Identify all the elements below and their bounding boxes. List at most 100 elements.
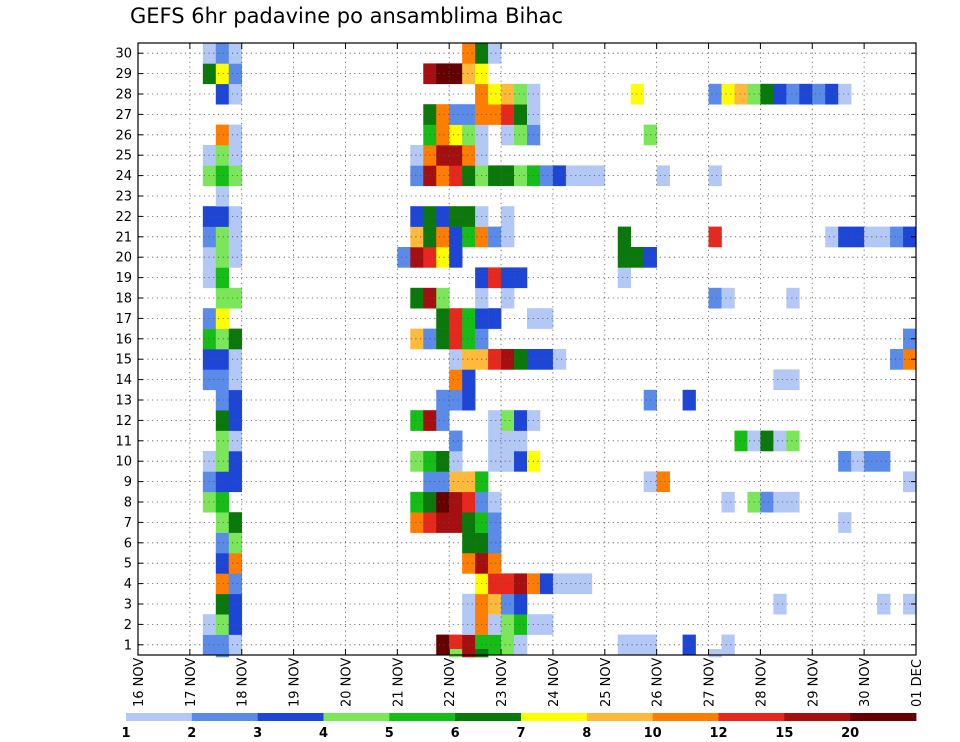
heatmap-cell (825, 226, 839, 248)
heatmap-cell (838, 512, 852, 533)
heatmap-cell (501, 267, 515, 289)
heatmap-cell (462, 369, 476, 391)
heatmap-cell (228, 124, 243, 146)
heatmap-cell (488, 451, 502, 472)
x-axis: 16 NOV 17 NOV 18 NOV 19 NOV 20 NOV 21 NOV 22 N… (132, 43, 925, 707)
heatmap-cell (215, 165, 230, 187)
y-tick-label: 3 (124, 598, 132, 613)
heatmap-cell (488, 573, 502, 595)
heatmap-cell (462, 491, 476, 513)
heatmap-cell (501, 104, 515, 125)
heatmap-cell (436, 124, 450, 146)
heatmap-cell (721, 287, 735, 309)
y-tick-label: 1 (124, 638, 132, 653)
heatmap-cell (449, 63, 463, 85)
heatmap-cell (539, 614, 554, 635)
heatmap-cell (215, 430, 230, 452)
heatmap-cell (773, 83, 787, 105)
heatmap-cell (488, 430, 502, 452)
grid-lines (138, 43, 916, 655)
colorbar-swatch (850, 713, 917, 721)
heatmap-cell (215, 226, 230, 248)
heatmap-cell (501, 349, 515, 370)
x-tick-label: 20 NOV (339, 658, 354, 707)
heatmap-cell (786, 83, 800, 105)
plot-frame (137, 42, 917, 656)
colorbar-swatch (521, 713, 588, 721)
heatmap-cell (449, 451, 463, 472)
heatmap-cell (786, 430, 800, 452)
heatmap-cell (501, 226, 515, 248)
heatmap-cell (436, 226, 450, 248)
heatmap-cell (228, 389, 243, 411)
heatmap-cell (462, 349, 476, 370)
heatmap-cell (449, 124, 463, 146)
colorbar-label: 12 (709, 726, 727, 741)
heatmap-cell (488, 614, 502, 635)
y-tick-label: 23 (115, 190, 132, 205)
heatmap-cell (436, 451, 450, 472)
heatmap-cell (410, 328, 424, 350)
x-tick-label: 25 NOV (599, 658, 614, 707)
heatmap-cell (488, 634, 502, 656)
heatmap-cell (410, 410, 424, 431)
heatmap-cell (721, 634, 735, 656)
y-tick-label: 15 (115, 353, 132, 368)
heatmap-cell (539, 308, 554, 329)
heatmap-cell (514, 165, 528, 187)
heatmap-cell (488, 491, 502, 513)
heatmap-cell (215, 267, 230, 289)
heatmap-cell (449, 491, 463, 513)
colorbar-label: 5 (385, 726, 394, 741)
heatmap-cell (449, 349, 463, 370)
heatmap-cell (682, 634, 696, 656)
heatmap-cell (514, 104, 528, 125)
heatmap-cell (825, 83, 839, 105)
heatmap-cell (462, 43, 476, 64)
heatmap-cell (838, 226, 852, 248)
heatmap-cell (215, 83, 230, 105)
x-tick-label: 24 NOV (547, 658, 562, 707)
heatmap-cell (228, 410, 243, 431)
heatmap-cell (462, 471, 476, 493)
heatmap-cell (449, 226, 463, 248)
heatmap-cell (462, 104, 476, 125)
heatmap-cell (228, 634, 243, 656)
y-tick-label: 18 (115, 292, 132, 307)
heatmap-cell (617, 226, 632, 248)
heatmap-cell (488, 267, 502, 289)
heatmap-cell (462, 389, 476, 411)
heatmap-cell (449, 165, 463, 187)
heatmap-cell (462, 593, 476, 615)
heatmap-cell (215, 512, 230, 533)
x-tick-label: 01 DEC (910, 659, 925, 707)
heatmap-cell (488, 43, 502, 64)
heatmap-cell (436, 63, 450, 85)
heatmap-cell (436, 471, 450, 493)
heatmap-cell (436, 165, 450, 187)
y-tick-label: 29 (115, 67, 132, 82)
y-tick-label: 24 (115, 169, 132, 184)
heatmap-cell (514, 614, 528, 635)
heatmap-cell (215, 43, 230, 64)
heatmap-cell (449, 145, 463, 166)
y-tick-label: 22 (115, 210, 132, 225)
heatmap-cell (215, 451, 230, 472)
colorbar-label: 1 (121, 726, 130, 741)
colorbar-swatch (784, 713, 851, 721)
heatmap-cell (410, 206, 424, 227)
heatmap-cell (449, 328, 463, 350)
heatmap-cell (539, 349, 554, 370)
heatmap-cell (436, 247, 450, 268)
heatmap-cell (436, 206, 450, 227)
heatmap-cell (462, 145, 476, 166)
y-tick-label: 2 (124, 618, 132, 633)
heatmap-cell (488, 226, 502, 248)
heatmap-cell (410, 247, 424, 268)
heatmap-cell (682, 389, 696, 411)
heatmap-cell (436, 308, 450, 329)
heatmap-cell (228, 349, 243, 370)
heatmap-cell (228, 43, 243, 64)
